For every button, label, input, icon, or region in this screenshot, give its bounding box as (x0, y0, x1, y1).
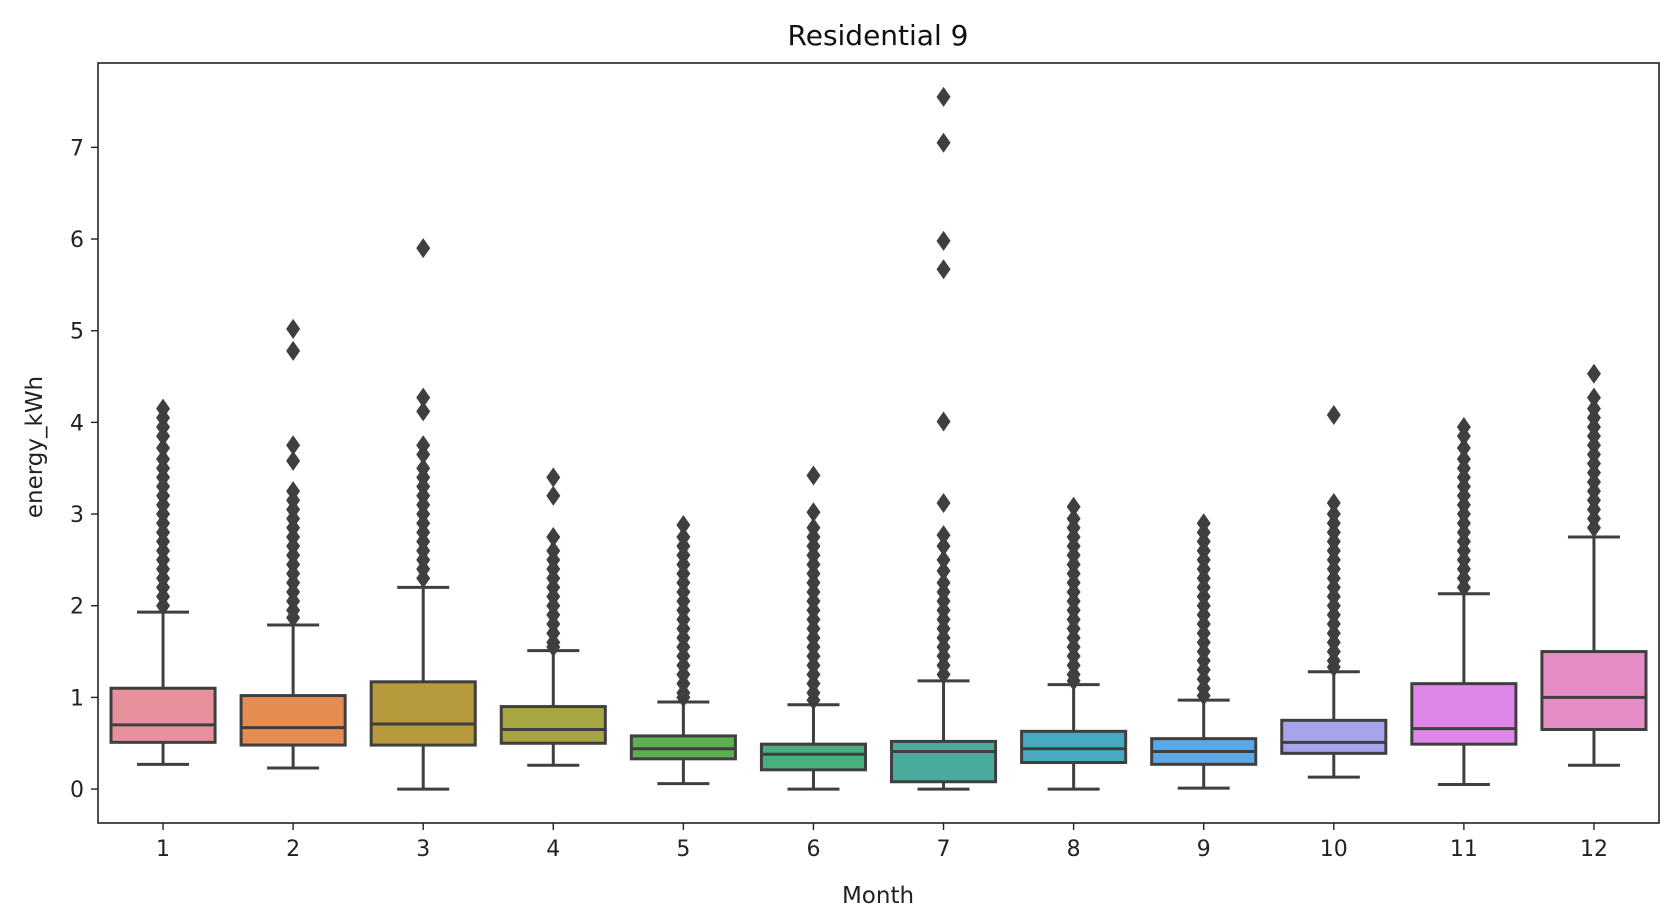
plot-frame (97, 62, 1660, 824)
x-tick-label: 10 (1320, 837, 1348, 862)
box-month-6 (759, 465, 867, 791)
outlier-point (936, 259, 951, 280)
outlier-point (1066, 670, 1081, 691)
y-tick-label: 2 (70, 595, 84, 620)
x-tick-label: 5 (676, 837, 690, 862)
outlier-point (936, 664, 951, 685)
outlier-point (286, 607, 301, 628)
x-tick-label: 9 (1197, 837, 1211, 862)
y-tick-label: 6 (70, 228, 84, 253)
x-tick-label: 12 (1580, 837, 1608, 862)
outlier-point (1456, 426, 1471, 447)
outlier-point (1456, 577, 1471, 598)
y-tick-label: 0 (70, 778, 84, 803)
iqr-box (1020, 729, 1128, 764)
outlier-point (286, 318, 301, 339)
y-tick-label: 5 (70, 320, 84, 345)
outlier-point (546, 636, 561, 657)
outlier-point (1586, 517, 1601, 538)
outlier-point (936, 493, 951, 514)
y-tick-label: 1 (70, 686, 84, 711)
outlier-point (416, 444, 431, 465)
box-month-10 (1280, 405, 1388, 779)
iqr-box (499, 705, 607, 745)
box-month-1 (109, 398, 217, 766)
y-axis-label: energy_kWh (22, 376, 48, 518)
x-axis: 1 2 3 4 5 6 7 8 9 10 11 12 (156, 823, 1608, 862)
iqr-box (1540, 650, 1648, 731)
box-month-4 (499, 467, 607, 767)
x-tick-label: 8 (1067, 837, 1081, 862)
iqr-box (109, 686, 217, 744)
outlier-point (416, 387, 431, 408)
box-month-3 (369, 238, 477, 791)
iqr-box (890, 739, 998, 784)
x-tick-label: 6 (806, 837, 820, 862)
outlier-point (286, 340, 301, 361)
box-month-8 (1020, 496, 1128, 791)
box-month-11 (1410, 416, 1518, 786)
outlier-point (936, 411, 951, 432)
iqr-box (759, 742, 867, 772)
box-month-12 (1540, 363, 1648, 767)
box-month-7 (890, 86, 998, 791)
x-axis-label: Month (842, 883, 914, 909)
outlier-point (1456, 438, 1471, 459)
y-tick-label: 7 (70, 136, 84, 161)
outlier-point (156, 426, 171, 447)
box-month-5 (629, 515, 737, 786)
outlier-point (806, 502, 821, 523)
outlier-point (1326, 657, 1341, 678)
outlier-point (676, 515, 691, 536)
outlier-point (806, 465, 821, 486)
iqr-box (1410, 682, 1518, 746)
x-tick-label: 11 (1450, 837, 1478, 862)
outlier-point (936, 525, 951, 546)
outlier-point (936, 536, 951, 557)
outlier-point (676, 687, 691, 708)
y-tick-label: 3 (70, 503, 84, 528)
x-tick-label: 2 (286, 837, 300, 862)
outlier-point (936, 560, 951, 581)
outlier-point (416, 568, 431, 589)
y-axis: 0 1 2 3 4 5 6 7 (70, 136, 98, 803)
iqr-box (369, 680, 477, 747)
outlier-point (416, 238, 431, 259)
outlier-point (1586, 387, 1601, 408)
outlier-point (156, 595, 171, 616)
iqr-box (1280, 718, 1388, 755)
outlier-point (806, 690, 821, 711)
outlier-point (1066, 496, 1081, 517)
iqr-box (239, 694, 347, 747)
x-tick-label: 4 (546, 837, 560, 862)
x-tick-label: 7 (937, 837, 951, 862)
box-month-9 (1150, 513, 1258, 790)
outlier-point (546, 526, 561, 547)
outlier-point (286, 450, 301, 471)
outlier-point (416, 401, 431, 422)
box-month-2 (239, 318, 347, 770)
x-tick-label: 1 (156, 837, 170, 862)
outlier-point (546, 485, 561, 506)
outlier-point (936, 86, 951, 107)
y-tick-label: 4 (70, 411, 84, 436)
outlier-point (936, 132, 951, 153)
outlier-point (936, 549, 951, 570)
outlier-point (1196, 685, 1211, 706)
outlier-point (546, 467, 561, 488)
x-tick-label: 3 (416, 837, 430, 862)
outlier-point (936, 230, 951, 251)
outlier-point (1326, 405, 1341, 426)
outlier-point (286, 435, 301, 456)
outlier-point (156, 438, 171, 459)
plot-area (109, 86, 1648, 791)
chart-title: Residential 9 (788, 19, 969, 52)
outlier-point (1586, 363, 1601, 384)
outlier-point (1326, 493, 1341, 514)
